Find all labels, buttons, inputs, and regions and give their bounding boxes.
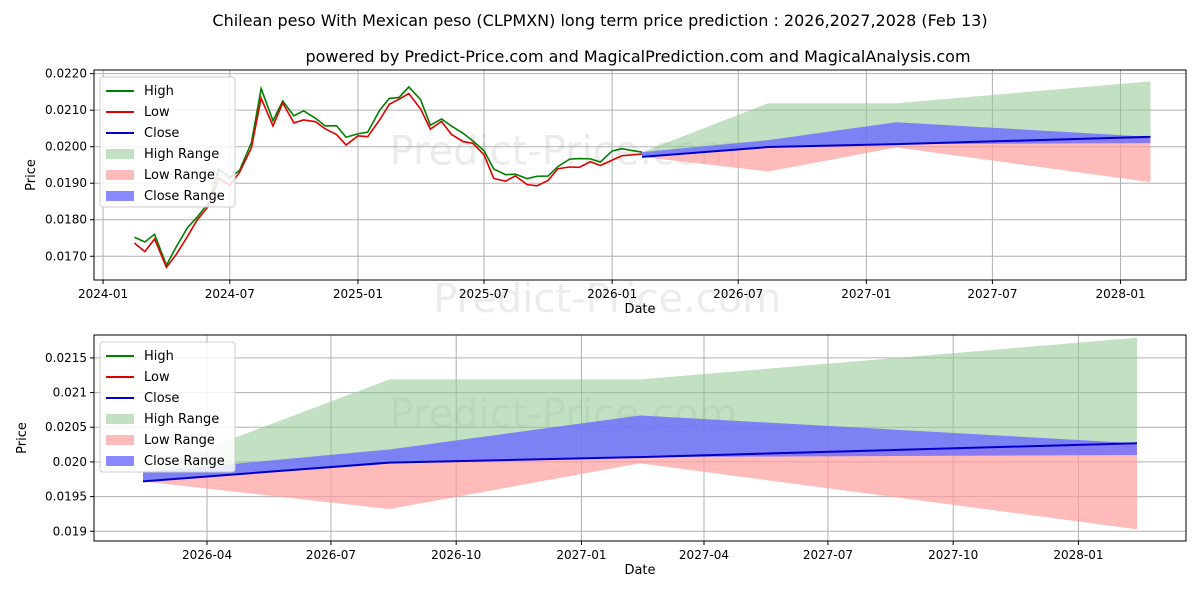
x-tick-label: 2028-01 [1053,548,1103,562]
x-tick-label: 2027-01 [556,548,606,562]
x-axis-label: Date [624,563,655,578]
x-tick-label: 2024-07 [205,287,255,301]
legend-label: Close Range [144,189,225,204]
legend-label: Close [144,126,179,141]
y-axis-label: Price [15,422,30,454]
legend: High Low Close High Range Low Range Close Ran… [99,341,236,473]
x-tick-label: 2027-07 [803,548,853,562]
low-range-band [642,136,1151,183]
x-axis-label: Date [624,302,655,317]
x-tick-label: 2027-01 [841,287,891,301]
y-tick-label: 0.0210 [45,103,87,117]
x-tick-label: 2026-07 [713,287,763,301]
legend-swatch [106,191,134,201]
close-series-line [642,135,1151,158]
close-range-band [642,122,1151,157]
x-tick-label: 2024-01 [78,287,128,301]
y-tick-label: 0.0190 [45,176,87,190]
x-tick-label: 2027-04 [679,548,729,562]
legend-label: Low Range [144,433,215,448]
x-tick-label: 2026-04 [182,548,232,562]
y-tick-label: 0.0170 [45,249,87,263]
legend-label: Low [144,370,170,385]
chart-subtitle: powered by Predict-Price.com and Magical… [305,47,970,66]
legend-label: Close Range [144,454,225,469]
legend-label: Low [144,105,170,120]
legend-label: High Range [144,147,219,162]
forecast-detail-plot: Predict-Price.com2026-042026-072026-1020… [15,334,1187,578]
legend: High Low Close High Range Low Range Close Ran… [99,76,236,208]
y-tick-label: 0.0195 [45,490,87,504]
x-tick-label: 2028-01 [1095,287,1145,301]
y-tick-label: 0.0220 [45,67,87,81]
x-tick-label: 2026-07 [306,548,356,562]
x-tick-label: 2026-10 [431,548,481,562]
y-axis-label: Price [24,159,39,191]
legend-swatch [106,456,134,466]
x-tick-label: 2025-01 [333,287,383,301]
x-tick-label: 2025-07 [459,287,509,301]
y-tick-label: 0.0205 [45,420,87,434]
x-tick-label: 2027-07 [967,287,1017,301]
legend-label: Close [144,391,179,406]
legend-swatch [106,414,134,424]
y-tick-label: 0.0215 [45,351,87,365]
close-series-line [142,442,1138,483]
y-tick-label: 0.0200 [45,140,87,154]
plot-frame [93,334,1187,542]
legend-swatch [106,149,134,159]
chart-title: Chilean peso With Mexican peso (CLPMXN) … [212,11,987,30]
legend-label: High [144,84,174,99]
y-tick-label: 0.0180 [45,213,87,227]
legend-swatch [106,170,134,180]
overview-plot: Predict-Price.comPredict-Price.com2024-0… [24,67,1187,322]
legend-label: Low Range [144,168,215,183]
y-tick-label: 0.021 [53,386,87,400]
low-range-band [143,443,1137,530]
plot-frame [93,69,1187,281]
legend-label: High Range [144,412,219,427]
watermark: Predict-Price.com [433,276,781,322]
close-range-band [143,415,1137,482]
legend-label: High [144,349,174,364]
x-tick-label: 2026-01 [587,287,637,301]
x-tick-label: 2027-10 [928,548,978,562]
y-tick-label: 0.020 [53,455,87,469]
y-tick-label: 0.019 [53,524,87,538]
legend-swatch [106,435,134,445]
